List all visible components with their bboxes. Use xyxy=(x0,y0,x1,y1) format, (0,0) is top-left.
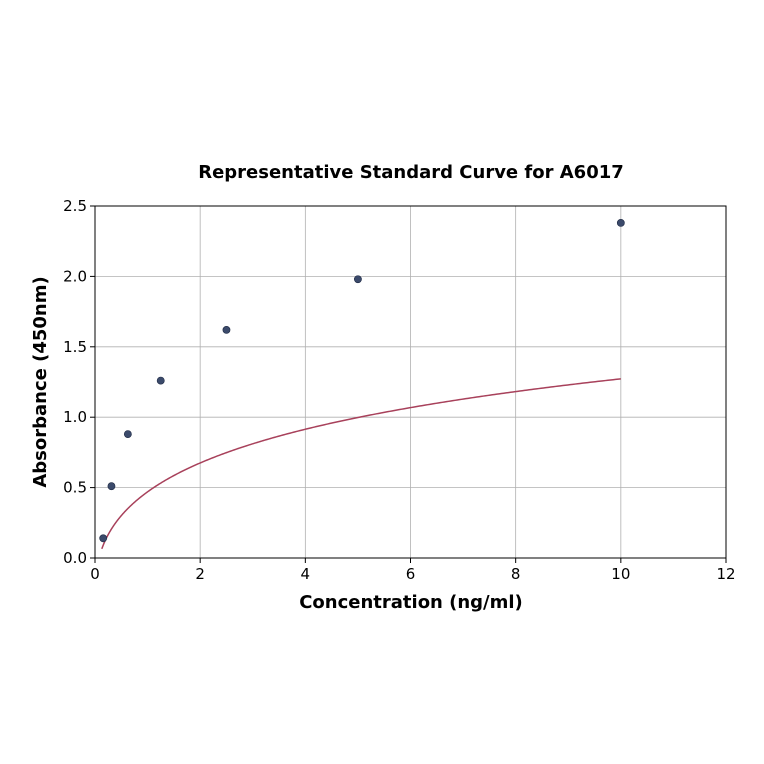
data-point xyxy=(354,275,362,284)
y-tick-label: 0.5 xyxy=(63,479,87,497)
data-points xyxy=(99,218,625,543)
data-point xyxy=(156,376,165,385)
x-axis-label: Concentration (ng/ml) xyxy=(299,592,523,613)
x-tick-label: 6 xyxy=(406,565,416,583)
x-axis-ticks: 0 2 4 6 8 10 12 xyxy=(90,558,736,583)
data-point xyxy=(123,430,132,438)
y-tick-label: 2.0 xyxy=(63,267,87,285)
fit-curve-line xyxy=(101,378,621,550)
data-point xyxy=(107,482,116,491)
y-axis-label: Absorbance (450nm) xyxy=(30,276,51,487)
grid xyxy=(94,205,727,559)
x-tick-label: 2 xyxy=(195,565,205,583)
x-tick-label: 4 xyxy=(301,565,311,583)
x-tick-label: 8 xyxy=(511,565,521,583)
y-axis-ticks: 0.0 0.5 1.0 1.5 2.0 2.5 xyxy=(63,197,95,567)
data-point xyxy=(616,218,625,227)
y-tick-label: 1.5 xyxy=(63,338,87,356)
y-tick-label: 2.5 xyxy=(63,197,87,215)
x-tick-label: 0 xyxy=(90,565,100,583)
data-point xyxy=(222,326,231,334)
chart-title: Representative Standard Curve for A6017 xyxy=(198,162,624,183)
x-tick-label: 12 xyxy=(716,565,735,583)
data-point xyxy=(99,534,108,543)
y-tick-label: 1.0 xyxy=(63,408,87,426)
y-tick-label: 0.0 xyxy=(63,549,87,567)
x-tick-label: 10 xyxy=(611,565,630,583)
